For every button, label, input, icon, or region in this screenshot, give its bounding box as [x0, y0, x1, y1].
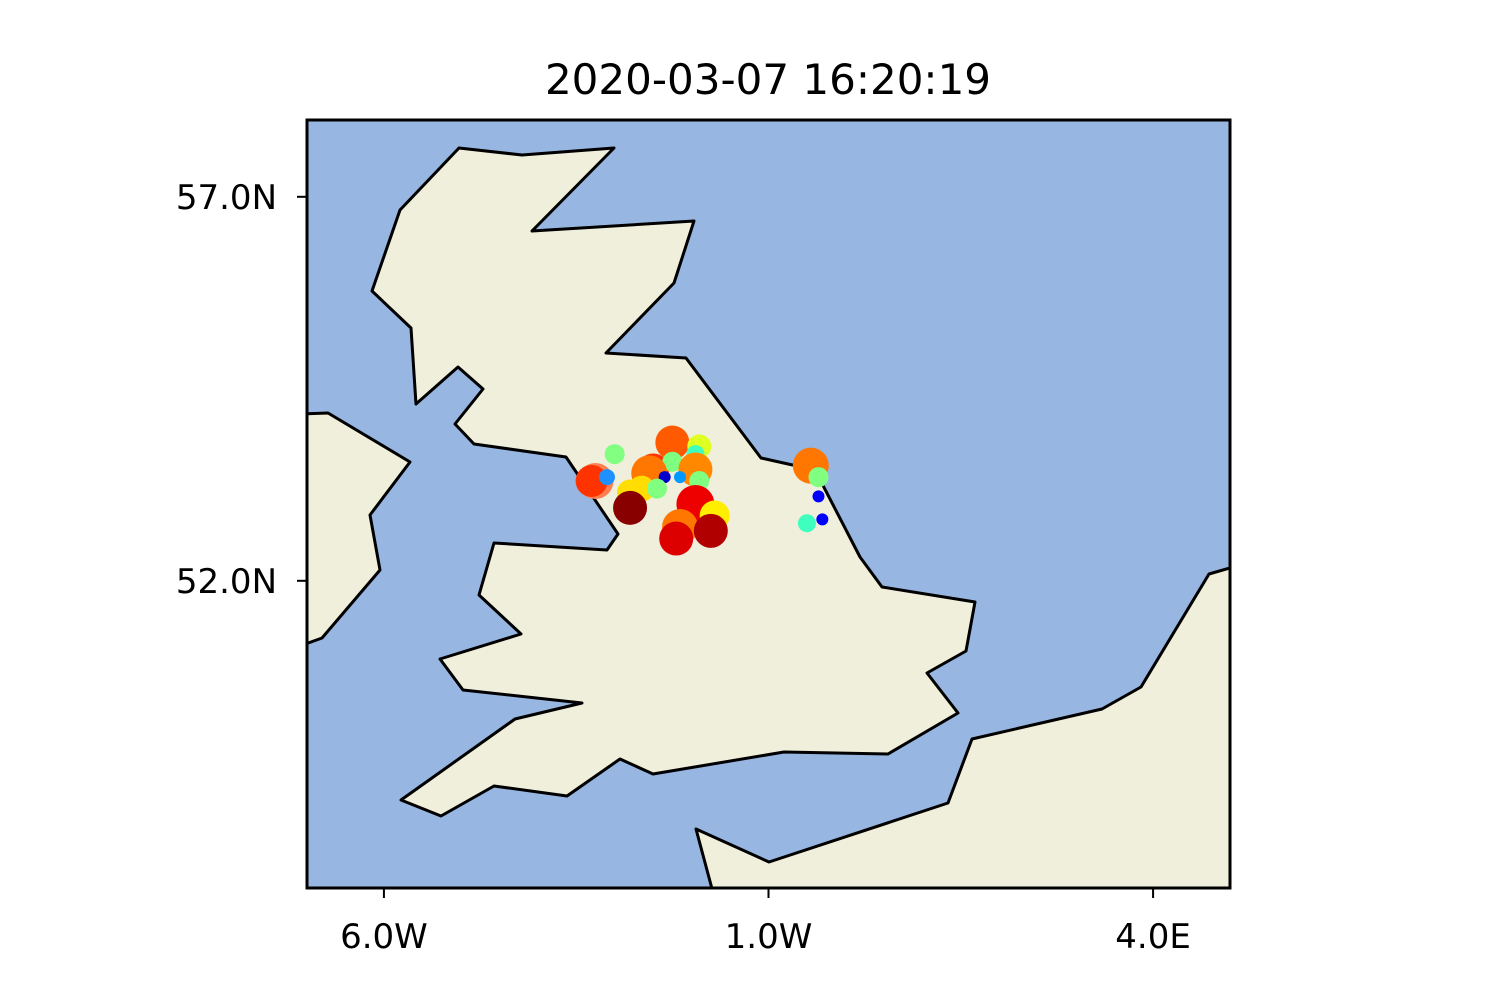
x-tick-label: 6.0W [340, 917, 428, 957]
data-point [659, 522, 693, 556]
data-point [647, 479, 667, 499]
data-point [812, 490, 824, 502]
y-tick-label: 52.0N [176, 562, 277, 602]
y-axis: 57.0N 52.0N [176, 178, 307, 602]
x-axis: 6.0W 1.0W 4.0E [340, 888, 1191, 957]
data-point [674, 471, 686, 483]
data-point [798, 514, 816, 532]
data-point [694, 514, 728, 548]
data-point [816, 513, 828, 525]
map-title: 2020-03-07 16:20:19 [545, 55, 991, 104]
data-point [808, 467, 828, 487]
y-tick-label: 57.0N [176, 178, 277, 218]
data-point [599, 469, 615, 485]
x-tick-label: 1.0W [725, 917, 813, 957]
data-point [605, 444, 625, 464]
data-point [613, 491, 647, 525]
map-area [300, 120, 1240, 900]
x-tick-label: 4.0E [1115, 917, 1191, 957]
